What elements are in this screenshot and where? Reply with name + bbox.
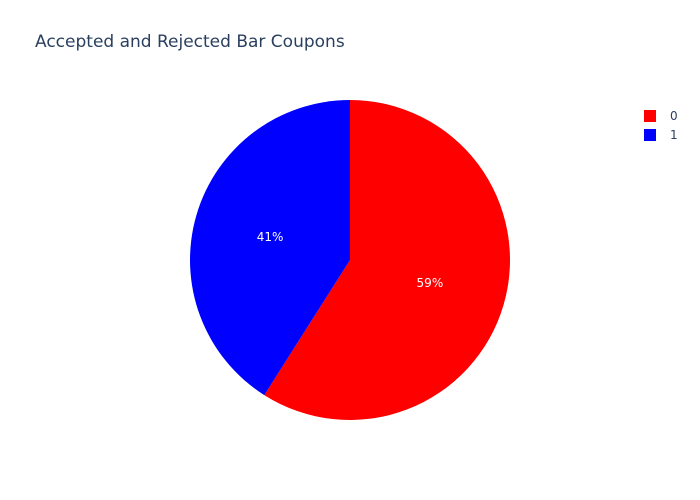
- pie-slice-1[interactable]: [190, 100, 350, 396]
- legend-label-0: 0: [670, 108, 678, 123]
- slice-label-1: 41%: [257, 230, 284, 244]
- pie-labels: 59% 41%: [257, 230, 443, 290]
- chart-title: Accepted and Rejected Bar Coupons: [35, 32, 345, 52]
- slice-label-0: 59%: [417, 276, 444, 290]
- pie-slices: [190, 100, 510, 420]
- legend: 0 1: [644, 106, 678, 144]
- legend-item-0[interactable]: 0: [644, 106, 678, 125]
- legend-swatch-0: [644, 109, 656, 122]
- legend-label-1: 1: [670, 127, 678, 142]
- pie-slice-0[interactable]: [264, 100, 510, 420]
- legend-item-1[interactable]: 1: [644, 125, 678, 144]
- legend-swatch-1: [644, 128, 656, 141]
